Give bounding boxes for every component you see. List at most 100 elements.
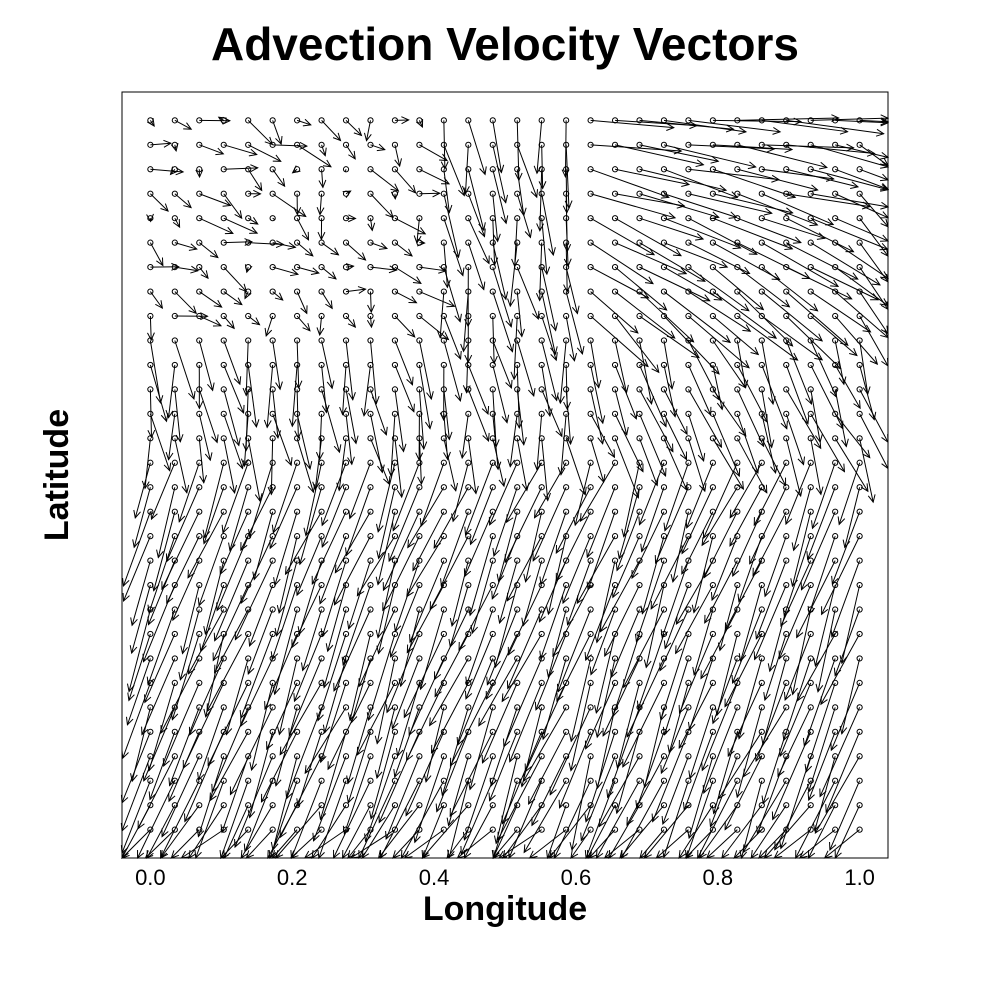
vector-head bbox=[741, 266, 751, 274]
vector-shaft bbox=[621, 780, 665, 859]
vector-shaft bbox=[712, 340, 746, 388]
vector-head bbox=[460, 846, 468, 856]
vector-shaft bbox=[786, 242, 859, 280]
vector-arrow bbox=[220, 361, 245, 414]
grid-point bbox=[734, 264, 741, 271]
vector-shaft bbox=[814, 756, 861, 834]
vector-head bbox=[336, 482, 344, 492]
vector-arrow bbox=[734, 410, 760, 475]
vector-arrow bbox=[272, 606, 301, 696]
vector-shaft bbox=[296, 291, 308, 314]
grid-point bbox=[269, 312, 276, 320]
vector-head bbox=[275, 381, 283, 391]
vector-shaft bbox=[590, 413, 615, 458]
vector-head bbox=[871, 277, 881, 286]
chart-title: Advection Velocity Vectors bbox=[211, 18, 799, 70]
vector-shaft bbox=[418, 438, 422, 484]
grid-point bbox=[709, 166, 716, 173]
vector-arrow bbox=[367, 141, 386, 152]
vector-arrow bbox=[147, 410, 172, 472]
grid-point bbox=[832, 410, 839, 417]
grid-point bbox=[611, 288, 619, 295]
vector-shaft bbox=[639, 829, 665, 859]
vector-arrow bbox=[660, 166, 739, 199]
vector-shaft bbox=[321, 389, 340, 453]
vector-head bbox=[576, 595, 585, 605]
vector-head bbox=[260, 793, 269, 803]
vector-shaft bbox=[334, 511, 371, 573]
vector-shaft bbox=[678, 682, 714, 749]
grid-point bbox=[367, 557, 374, 564]
vector-head bbox=[809, 303, 819, 312]
vector-arrow bbox=[685, 166, 781, 183]
vector-arrow bbox=[584, 581, 619, 662]
vector-shaft bbox=[761, 291, 823, 342]
vector-shaft bbox=[590, 193, 676, 219]
vector-head bbox=[449, 617, 458, 627]
vector-shaft bbox=[553, 780, 592, 859]
vector-head bbox=[316, 327, 325, 337]
vector-shaft bbox=[123, 535, 151, 602]
vector-head bbox=[163, 462, 172, 472]
vector-arrow bbox=[774, 777, 814, 851]
vector-shaft bbox=[663, 340, 673, 389]
vector-head bbox=[630, 410, 638, 420]
vector-shaft bbox=[376, 707, 396, 779]
vector-head bbox=[433, 539, 442, 549]
vector-shaft bbox=[345, 487, 371, 556]
vector-shaft bbox=[347, 707, 371, 784]
vector-head bbox=[792, 236, 802, 244]
x-axis-title: Longitude bbox=[423, 890, 587, 928]
vector-shaft bbox=[596, 707, 616, 789]
vector-arrow bbox=[563, 361, 572, 411]
grid-point bbox=[269, 190, 276, 197]
vector-arrow bbox=[617, 484, 643, 560]
vector-head bbox=[264, 136, 274, 146]
vector-head bbox=[670, 573, 679, 583]
grid-point bbox=[196, 484, 203, 491]
vector-shaft bbox=[172, 560, 200, 621]
grid-point bbox=[587, 410, 594, 417]
vector-shaft bbox=[750, 804, 787, 859]
vector-shaft bbox=[141, 658, 176, 735]
vector-arrow bbox=[147, 139, 173, 148]
vector-shaft bbox=[492, 144, 507, 203]
vector-arrow bbox=[538, 288, 558, 356]
vector-shaft bbox=[808, 731, 836, 801]
vector-arrow bbox=[367, 239, 389, 250]
vector-head bbox=[666, 330, 676, 339]
vector-head bbox=[462, 385, 471, 394]
vector-head bbox=[621, 849, 629, 860]
vector-shaft bbox=[377, 511, 396, 585]
vector-shaft bbox=[521, 707, 543, 787]
vector-head bbox=[406, 376, 414, 386]
vector-arrow bbox=[724, 630, 765, 708]
vector-shaft bbox=[150, 168, 184, 173]
vector-shaft bbox=[133, 487, 151, 548]
grid-point bbox=[294, 264, 301, 271]
vector-head bbox=[177, 513, 186, 523]
vector-head bbox=[127, 692, 135, 702]
grid-point bbox=[783, 777, 790, 784]
grid-point bbox=[269, 802, 276, 809]
grid-point bbox=[709, 190, 716, 197]
vector-shaft bbox=[571, 756, 592, 850]
vector-shaft bbox=[513, 316, 518, 380]
vector-head bbox=[681, 565, 689, 575]
vector-head bbox=[880, 161, 890, 169]
vector-shaft bbox=[206, 633, 249, 712]
vector-shaft bbox=[278, 658, 298, 735]
vector-arrow bbox=[856, 410, 889, 470]
vector-head bbox=[845, 245, 855, 253]
vector-head bbox=[617, 550, 625, 560]
vector-arrow bbox=[521, 557, 545, 627]
vector-head bbox=[701, 537, 710, 547]
vector-shaft bbox=[585, 584, 616, 661]
vector-head bbox=[244, 238, 253, 246]
vector-head bbox=[248, 637, 256, 647]
vector-head bbox=[464, 690, 473, 700]
grid-point bbox=[832, 312, 839, 320]
vector-arrow bbox=[780, 557, 814, 628]
vector-arrow bbox=[531, 753, 570, 827]
vector-shaft bbox=[182, 682, 225, 769]
